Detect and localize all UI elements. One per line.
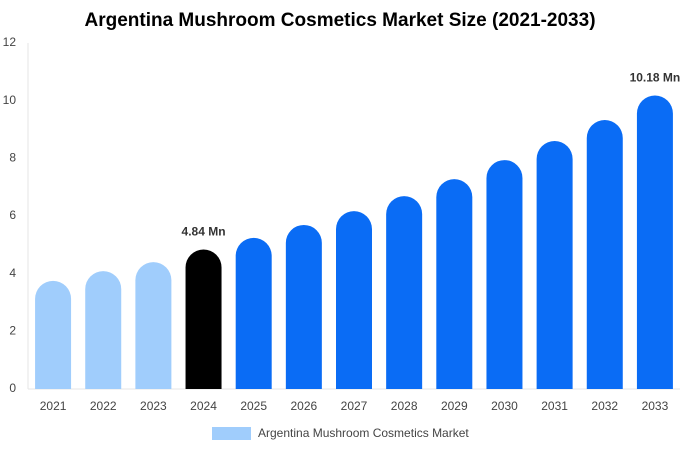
bar [285, 224, 322, 389]
x-tick-label: 2032 [591, 399, 618, 413]
bar [586, 119, 623, 390]
x-tick-label: 2022 [90, 399, 117, 413]
bar [135, 262, 172, 389]
value-label: 10.18 Mn [630, 71, 680, 85]
x-tick-label: 2024 [190, 399, 217, 413]
bar [185, 249, 222, 389]
y-tick-label: 12 [3, 35, 17, 49]
y-tick-label: 8 [9, 151, 16, 165]
bar [85, 271, 122, 389]
legend-swatch [212, 427, 251, 440]
bar [486, 160, 523, 389]
x-tick-label: 2025 [240, 399, 267, 413]
bar [436, 179, 473, 389]
bar [386, 196, 423, 389]
bar [536, 141, 573, 389]
chart-title: Argentina Mushroom Cosmetics Market Size… [84, 10, 595, 31]
y-tick-label: 10 [3, 93, 17, 107]
x-tick-label: 2028 [391, 399, 418, 413]
x-tick-label: 2033 [642, 399, 669, 413]
y-tick-label: 6 [9, 208, 16, 222]
x-tick-label: 2029 [441, 399, 468, 413]
x-tick-label: 2030 [491, 399, 518, 413]
bar [636, 95, 673, 389]
value-label: 4.84 Mn [182, 225, 226, 239]
x-tick-label: 2023 [140, 399, 167, 413]
x-tick-label: 2031 [541, 399, 568, 413]
y-tick-label: 4 [9, 266, 16, 280]
bar [35, 280, 72, 389]
x-tick-label: 2026 [290, 399, 317, 413]
y-tick-label: 0 [9, 381, 16, 395]
bar [336, 211, 372, 389]
bar [235, 237, 272, 389]
y-tick-label: 2 [9, 324, 16, 338]
x-tick-label: 2027 [341, 399, 368, 413]
x-tick-label: 2021 [40, 399, 67, 413]
legend-label: Argentina Mushroom Cosmetics Market [258, 426, 469, 440]
